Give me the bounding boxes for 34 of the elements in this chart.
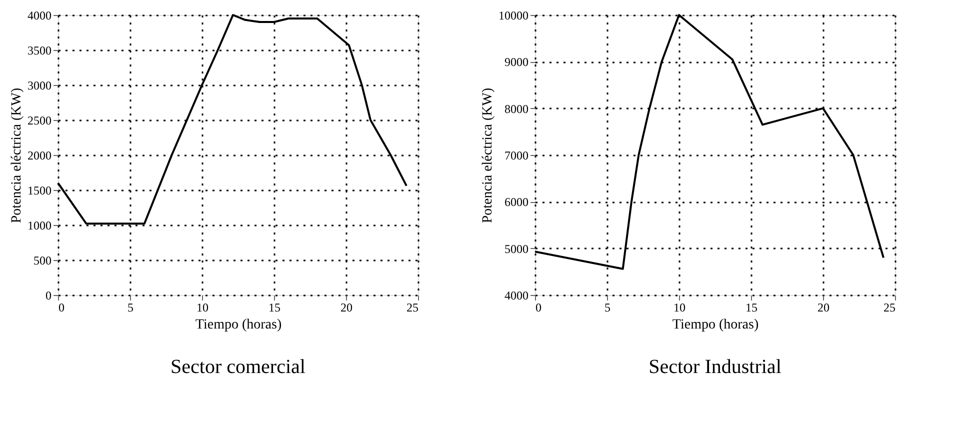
x-axis-title: Tiempo (horas) bbox=[195, 318, 282, 332]
x-tick-label: 0 bbox=[536, 300, 542, 314]
x-tick-label: 0 bbox=[58, 300, 64, 314]
x-tick-label: 10 bbox=[196, 300, 208, 314]
y-tick-label: 5000 bbox=[504, 242, 528, 256]
y-tick-label: 10000 bbox=[498, 8, 528, 22]
y-tick-label: 2000 bbox=[28, 148, 52, 162]
text: Sector comercial bbox=[170, 356, 306, 378]
y-tick-label: 7000 bbox=[504, 148, 528, 162]
y-tick-label: 1000 bbox=[28, 218, 52, 232]
y-tick-label: 3000 bbox=[28, 78, 52, 92]
y-axis-title: Potencia eléctrica (KW) bbox=[10, 88, 24, 224]
y-tick-label: 500 bbox=[34, 254, 52, 268]
x-tick-label: 20 bbox=[818, 300, 830, 314]
y-tick-label: 0 bbox=[46, 288, 52, 302]
x-tick-label: 5 bbox=[604, 300, 610, 314]
x-tick-label: 20 bbox=[340, 300, 352, 314]
y-tick-label: 8000 bbox=[504, 102, 528, 116]
y-tick-label: 2500 bbox=[28, 114, 52, 128]
y-tick-label: 6000 bbox=[504, 195, 528, 210]
x-tick-label: 25 bbox=[884, 300, 896, 314]
x-axis-title: Tiempo (horas) bbox=[672, 318, 759, 332]
y-tick-label: 3500 bbox=[28, 44, 52, 58]
x-tick-label: 15 bbox=[746, 300, 758, 314]
text: Sector Industrial bbox=[648, 356, 782, 378]
y-tick-label: 9000 bbox=[504, 55, 528, 70]
y-tick-label: 4000 bbox=[504, 288, 528, 302]
y-tick-label: 1500 bbox=[28, 184, 52, 198]
x-tick-label: 25 bbox=[406, 300, 418, 314]
x-tick-label: 15 bbox=[268, 300, 280, 314]
y-axis-title: Potencia eléctrica (KW) bbox=[480, 88, 496, 224]
x-tick-label: 5 bbox=[128, 300, 134, 314]
x-tick-label: 10 bbox=[674, 300, 686, 314]
y-tick-label: 4000 bbox=[28, 8, 52, 22]
